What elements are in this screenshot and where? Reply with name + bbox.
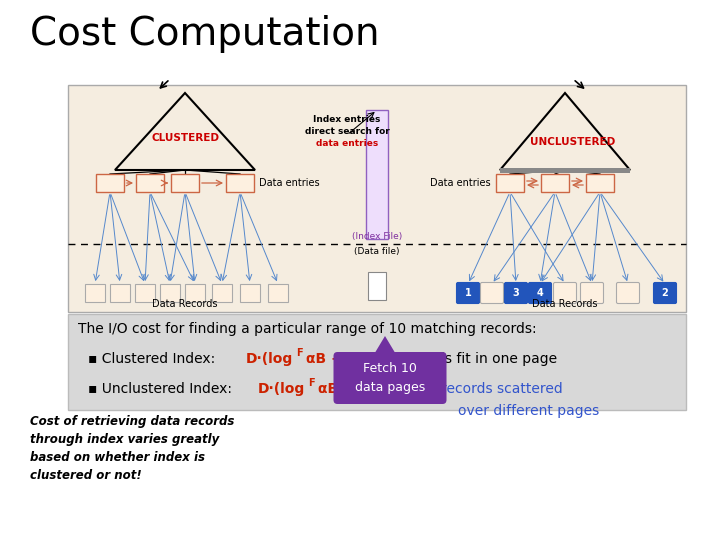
Bar <box>136 174 164 192</box>
Text: Cost Computation: Cost Computation <box>30 15 379 53</box>
Bar <box>68 314 686 410</box>
Bar <box>268 284 288 302</box>
FancyBboxPatch shape <box>456 282 480 303</box>
Text: D·(log: D·(log <box>258 382 305 396</box>
Text: D·(log: D·(log <box>246 352 293 366</box>
Bar <box>240 284 260 302</box>
Text: Data entries: Data entries <box>259 178 320 188</box>
Text: Data Records: Data Records <box>152 299 217 309</box>
Text: Data Records: Data Records <box>532 299 598 309</box>
Bar <box>135 284 155 302</box>
Polygon shape <box>373 336 397 356</box>
FancyBboxPatch shape <box>505 282 528 303</box>
Bar <box>368 272 386 300</box>
FancyBboxPatch shape <box>654 282 677 303</box>
Text: Index entries: Index entries <box>313 115 381 124</box>
Text: αB + 1): αB + 1) <box>306 352 364 366</box>
Text: Cost of retrieving data records
through index varies greatly
based on whether in: Cost of retrieving data records through … <box>30 415 235 482</box>
Text: over different pages: over different pages <box>458 404 599 418</box>
FancyBboxPatch shape <box>480 282 503 303</box>
Text: F: F <box>296 348 302 358</box>
FancyBboxPatch shape <box>616 282 639 303</box>
Text: /* 10 records scattered: /* 10 records scattered <box>403 382 563 396</box>
Bar <box>110 284 130 302</box>
Text: The I/O cost for finding a particular range of 10 matching records:: The I/O cost for finding a particular ra… <box>78 322 536 336</box>
Text: data entries: data entries <box>316 139 378 148</box>
Bar <box>85 284 105 302</box>
Bar <box>500 168 630 173</box>
Bar <box>226 174 254 192</box>
Bar <box>96 174 124 192</box>
FancyBboxPatch shape <box>580 282 603 303</box>
Bar <box>68 85 686 312</box>
Bar <box>366 110 388 239</box>
Text: Fetch 10
data pages: Fetch 10 data pages <box>355 362 425 394</box>
FancyBboxPatch shape <box>333 352 446 404</box>
Bar <box>212 284 232 302</box>
Text: 3: 3 <box>513 288 519 298</box>
Text: (Data file): (Data file) <box>354 247 400 256</box>
Text: 4: 4 <box>536 288 544 298</box>
Bar <box>586 174 614 192</box>
Text: direct search for: direct search for <box>305 127 390 136</box>
Bar <box>541 174 569 192</box>
Bar <box>496 174 524 192</box>
Text: UNCLUSTERED: UNCLUSTERED <box>531 137 616 147</box>
Text: F: F <box>308 378 315 388</box>
Bar <box>160 284 180 302</box>
Text: (Index File): (Index File) <box>352 232 402 241</box>
Bar <box>185 284 205 302</box>
Text: Data entries: Data entries <box>431 178 491 188</box>
Text: ▪ Unclustered Index:: ▪ Unclustered Index: <box>88 382 240 396</box>
Text: /* 10 records fit in one page: /* 10 records fit in one page <box>358 352 557 366</box>
FancyBboxPatch shape <box>554 282 577 303</box>
Text: ▪ Clustered Index:: ▪ Clustered Index: <box>88 352 224 366</box>
FancyBboxPatch shape <box>528 282 552 303</box>
Text: 1: 1 <box>464 288 472 298</box>
Text: 2: 2 <box>662 288 668 298</box>
Bar <box>171 174 199 192</box>
Text: CLUSTERED: CLUSTERED <box>151 133 219 143</box>
Text: αB + 10): αB + 10) <box>318 382 385 396</box>
